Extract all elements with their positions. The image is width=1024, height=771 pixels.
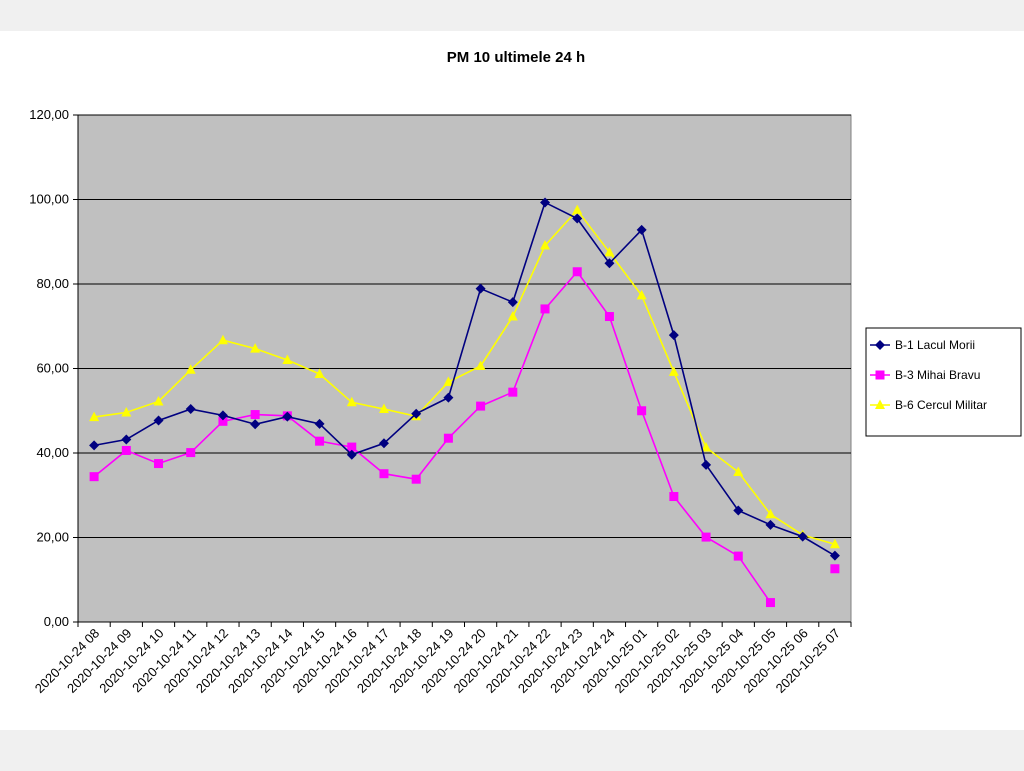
data-point	[217, 410, 228, 421]
data-point	[540, 304, 550, 314]
data-point	[733, 551, 743, 561]
data-point	[765, 508, 776, 519]
data-point	[217, 334, 228, 345]
data-point	[829, 550, 840, 561]
data-point	[185, 404, 196, 415]
data-point	[875, 399, 885, 409]
data-point	[572, 267, 582, 277]
legend: B-1 Lacul Morii B-3 Mihai Bravu B-6 Cercul…	[865, 327, 1022, 437]
data-point	[604, 258, 615, 269]
data-point	[572, 204, 583, 215]
chart-title: PM 10 ultimele 24 h	[447, 49, 585, 66]
y-tick-label: 40,00	[36, 445, 69, 460]
data-point	[829, 538, 840, 549]
data-point	[636, 289, 647, 300]
data-point	[443, 433, 453, 443]
data-point	[572, 213, 583, 224]
data-point	[121, 406, 132, 417]
data-point	[378, 403, 389, 414]
data-point	[346, 449, 357, 460]
data-point	[765, 598, 775, 608]
data-point	[347, 442, 357, 452]
data-point	[669, 492, 679, 502]
legend-box	[865, 327, 1022, 437]
data-point	[668, 330, 679, 341]
data-point	[637, 406, 647, 416]
data-point	[121, 445, 131, 455]
data-point	[89, 440, 100, 451]
legend-entry: B-1 Lacul Morii	[895, 338, 975, 352]
series-line	[93, 201, 836, 557]
data-point	[636, 224, 647, 235]
y-tick-label: 80,00	[36, 276, 69, 291]
data-point	[121, 434, 132, 445]
pm10-line-chart: PM 10 ultimele 24 h 0,00 20,00 40,00 60,00 8…	[29, 49, 1022, 696]
data-point	[507, 311, 518, 321]
legend-entry: B-6 Cercul Militar	[895, 398, 987, 412]
data-point	[314, 368, 325, 378]
y-tick-label: 100,00	[29, 192, 69, 207]
data-point	[701, 459, 712, 470]
data-point	[346, 396, 357, 407]
data-point	[443, 376, 454, 387]
chart-page: PM 10 ultimele 24 h 0,00 20,00 40,00 60,00 8…	[0, 31, 1024, 730]
data-point	[701, 442, 712, 452]
data-point	[765, 519, 776, 530]
data-point	[282, 411, 293, 422]
series-line	[93, 208, 836, 546]
data-point	[379, 469, 389, 479]
data-point	[378, 438, 389, 449]
plot-area-group: 0,0020,0040,0060,0080,00100,00120,002020…	[29, 107, 852, 696]
data-point	[475, 283, 486, 294]
series-line	[93, 270, 772, 604]
data-point	[282, 354, 293, 365]
data-point	[250, 410, 260, 420]
data-point	[315, 436, 325, 446]
data-point	[475, 360, 486, 370]
data-point	[797, 531, 808, 542]
data-point	[411, 474, 421, 484]
data-point	[443, 392, 454, 403]
data-point	[314, 418, 325, 429]
data-point	[701, 532, 711, 542]
data-point	[668, 366, 679, 376]
data-point	[733, 466, 744, 477]
series-b-1-lacul-morii	[89, 197, 840, 561]
data-point	[875, 370, 885, 380]
data-point	[604, 312, 614, 322]
data-point	[185, 364, 196, 374]
data-point	[830, 564, 840, 574]
y-tick-label: 60,00	[36, 361, 69, 376]
data-point	[476, 401, 486, 411]
data-point	[250, 419, 261, 430]
data-point	[507, 297, 518, 308]
y-tick-label: 20,00	[36, 530, 69, 545]
legend-entry: B-3 Mihai Bravu	[895, 368, 980, 382]
data-point	[89, 411, 100, 422]
data-point	[508, 387, 518, 397]
data-point	[540, 197, 551, 208]
data-point	[218, 416, 228, 426]
data-point	[411, 408, 422, 419]
data-point	[186, 448, 196, 458]
data-point	[89, 472, 99, 482]
data-point	[153, 415, 164, 426]
data-point	[153, 395, 164, 406]
data-point	[540, 240, 551, 250]
data-point	[154, 459, 164, 469]
y-tick-label: 0,00	[44, 614, 69, 629]
data-point	[733, 505, 744, 516]
data-point	[250, 343, 261, 353]
y-tick-label: 120,00	[29, 107, 69, 122]
data-point	[875, 340, 885, 350]
data-point	[604, 246, 615, 257]
